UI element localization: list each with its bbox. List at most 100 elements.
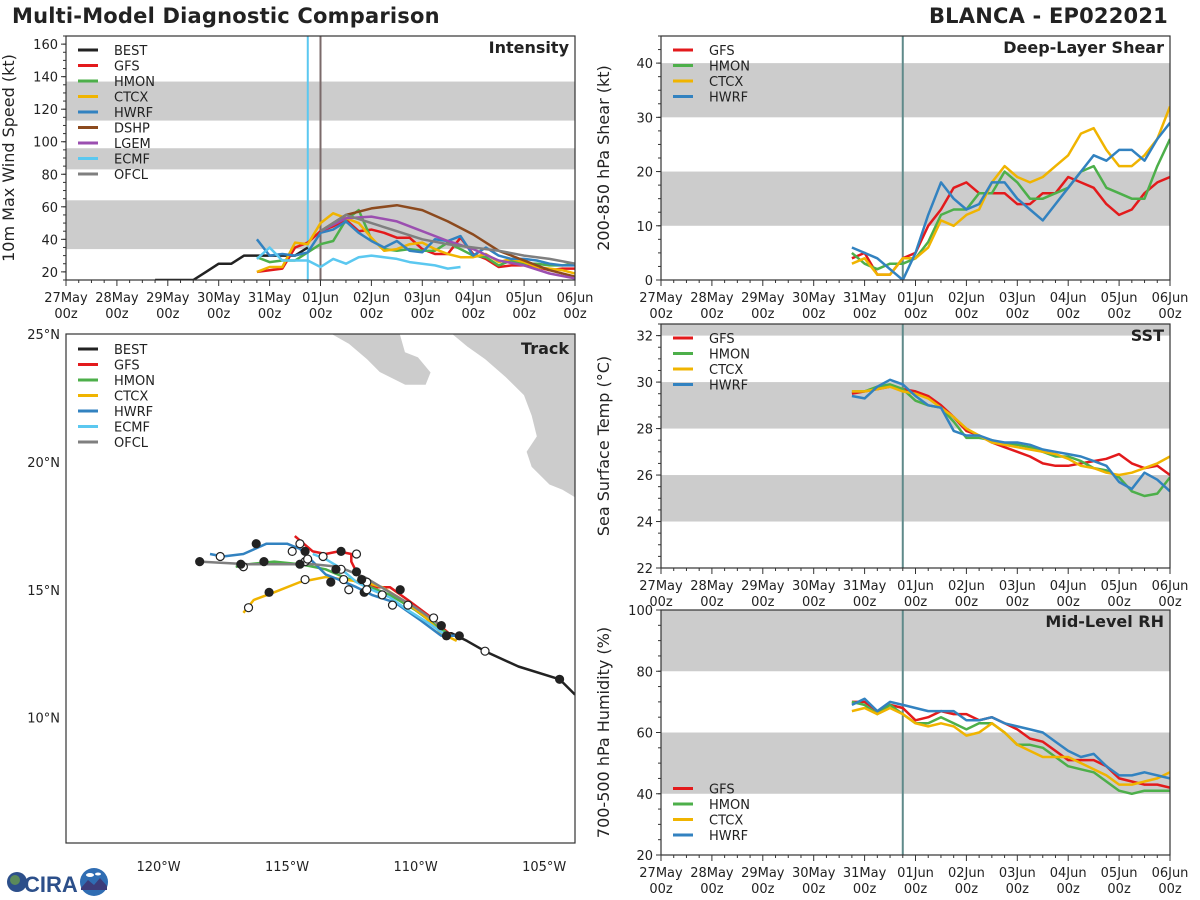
x-tick-label-time: 00z: [1158, 307, 1182, 322]
legend-label-ofcl: OFCL: [114, 168, 149, 183]
plot-background: [661, 324, 1170, 568]
x-tick-label-date: 31May: [843, 866, 887, 881]
x-tick-label-time: 00z: [853, 595, 877, 610]
x-tick-label-time: 00z: [955, 595, 979, 610]
sst-panel: 22242628303227May00z28May00z29May00z30Ma…: [594, 323, 1189, 610]
y-tick-label: 10: [636, 220, 653, 235]
threshold-band: [661, 324, 1170, 336]
track-marker: [215, 551, 225, 562]
legend-label-lgem: LGEM: [114, 137, 151, 152]
track-marker: [243, 603, 254, 613]
x-tick-label-date: 29May: [146, 291, 190, 306]
lat-tick-label: 10°N: [27, 712, 60, 727]
track-marker: [395, 585, 405, 595]
x-tick-label-date: 02Jun: [948, 579, 985, 594]
y-tick-label: 20: [636, 849, 653, 864]
legend-label-gfs: GFS: [114, 359, 140, 374]
x-tick-label-date: 30May: [792, 291, 836, 306]
x-tick-label-time: 00z: [1107, 307, 1131, 322]
legend-label-ctcx: CTCX: [709, 75, 743, 90]
lat-tick-label: 25°N: [27, 328, 60, 343]
x-tick-label-date: 01Jun: [897, 291, 934, 306]
track-marker: [351, 567, 362, 577]
y-tick-label: 140: [33, 71, 58, 86]
plot-background: [66, 334, 575, 843]
y-tick-label: 120: [33, 103, 58, 118]
track-marker: [357, 574, 367, 585]
x-tick-label-date: 04Jun: [1050, 579, 1087, 594]
y-axis-label: Sea Surface Temp (°C): [594, 356, 613, 536]
legend-label-ctcx: CTCX: [709, 363, 743, 378]
legend-label-ctcx: CTCX: [709, 814, 743, 829]
x-tick-label-date: 06Jun: [1152, 291, 1189, 306]
x-tick-label-time: 00z: [1158, 882, 1182, 897]
panel-title: Intensity: [489, 38, 570, 57]
x-tick-label-time: 00z: [751, 595, 775, 610]
legend-label-best: BEST: [114, 343, 147, 358]
x-tick-label-date: 05Jun: [1101, 866, 1138, 881]
y-tick-label: 100: [33, 136, 58, 151]
series-line-hwrf: [851, 122, 1170, 280]
x-tick-label-time: 00z: [258, 307, 282, 322]
track-marker: [303, 554, 313, 564]
track-panel: 120°W 115°W 110°W 105°W 10°N 15°N 20°N 25°N Trac…: [27, 328, 576, 875]
x-tick-label-time: 00z: [207, 307, 231, 322]
intensity-panel: 2040608010012014016027May00z28May00z29Ma…: [0, 35, 593, 322]
legend-label-gfs: GFS: [709, 783, 735, 798]
x-tick-label-time: 00z: [802, 882, 826, 897]
x-tick-label-time: 00z: [802, 307, 826, 322]
x-tick-label-time: 00z: [700, 595, 724, 610]
x-tick-label-date: 05Jun: [506, 291, 543, 306]
x-tick-label-date: 05Jun: [1101, 579, 1138, 594]
x-tick-label-time: 00z: [563, 307, 587, 322]
y-tick-label: 40: [636, 788, 653, 803]
lon-tick-label: 110°W: [394, 860, 438, 875]
x-tick-label-time: 00z: [1057, 307, 1081, 322]
legend-label-hwrf: HWRF: [114, 405, 153, 420]
x-tick-label-date: 30May: [197, 291, 241, 306]
series-line-hwrf: [851, 697, 1170, 780]
track-line-hwrf: [209, 542, 460, 638]
x-tick-label-date: 01Jun: [302, 291, 339, 306]
y-tick-label: 32: [636, 330, 653, 345]
track-marker: [336, 546, 346, 557]
y-tick-label: 40: [636, 57, 653, 72]
x-tick-label-time: 00z: [411, 307, 435, 322]
x-tick-label-date: 29May: [741, 866, 785, 881]
track-marker: [287, 546, 297, 557]
series-line-ctcx: [851, 385, 1170, 477]
track-marker: [251, 539, 261, 549]
plot-area: [195, 334, 575, 696]
x-tick-label-date: 04Jun: [455, 291, 492, 306]
shear-panel: 01020304027May00z28May00z29May00z30May00…: [594, 35, 1189, 322]
x-tick-label-date: 28May: [690, 866, 734, 881]
x-tick-label-date: 27May: [639, 866, 683, 881]
y-tick-label: 30: [636, 376, 653, 391]
track-marker: [318, 551, 328, 562]
y-tick-label: 160: [33, 38, 58, 53]
x-tick-label-date: 04Jun: [1050, 866, 1087, 881]
legend-label-hwrf: HWRF: [709, 91, 748, 106]
legend-label-best: BEST: [114, 44, 147, 59]
threshold-band: [661, 63, 1170, 118]
x-tick-label-time: 00z: [105, 307, 129, 322]
legend-label-gfs: GFS: [709, 332, 735, 347]
track-line-ecmf: [312, 552, 448, 637]
x-tick-label-date: 06Jun: [1152, 579, 1189, 594]
series-line-ofcl: [319, 213, 575, 265]
x-tick-label-time: 00z: [1006, 882, 1030, 897]
cira-logo-icon: CIRA: [7, 868, 108, 897]
x-tick-label-date: 03Jun: [999, 291, 1036, 306]
x-tick-label-time: 00z: [512, 307, 536, 322]
series-line-gfs: [851, 700, 1170, 789]
track-marker: [339, 574, 349, 585]
threshold-band: [661, 382, 1170, 429]
x-tick-label-date: 28May: [690, 579, 734, 594]
legend-label-ctcx: CTCX: [114, 390, 148, 405]
legend-label-hmon: HMON: [709, 60, 750, 75]
x-tick-label-date: 01Jun: [897, 866, 934, 881]
track-marker: [295, 559, 305, 569]
x-tick-label-time: 00z: [853, 882, 877, 897]
x-tick-label-time: 00z: [904, 882, 928, 897]
series-line-ecmf: [256, 246, 461, 270]
